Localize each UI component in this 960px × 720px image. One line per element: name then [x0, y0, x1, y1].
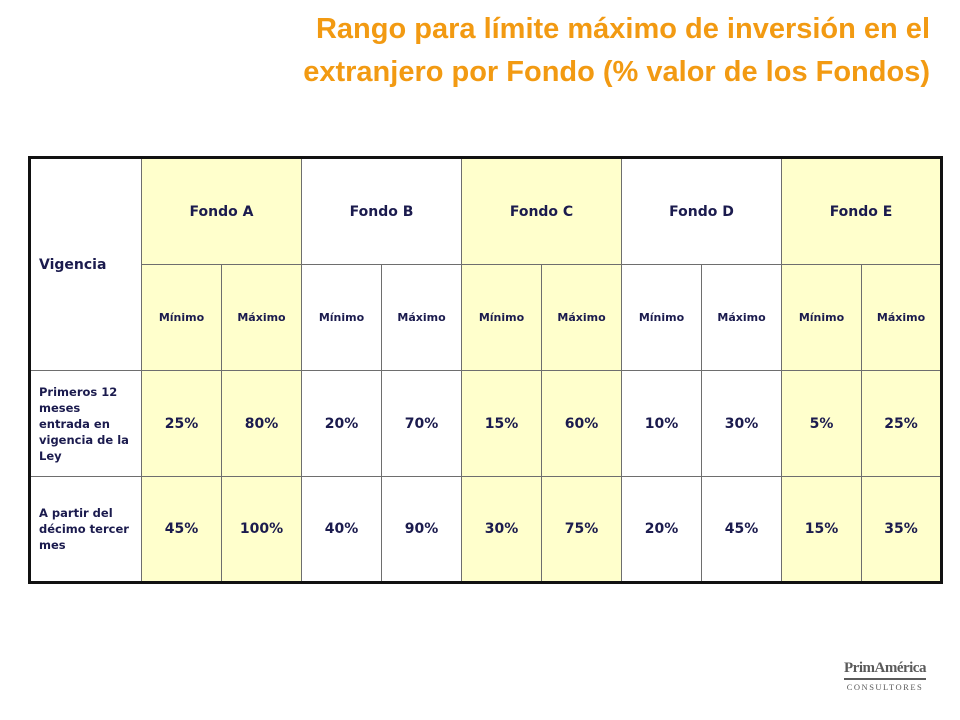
fund-c-max-header: Máximo: [541, 264, 623, 371]
fund-b-max-header: Máximo: [380, 264, 463, 371]
fund-c-min-header: Mínimo: [461, 264, 543, 371]
header-row-min-max: Mínimo Máximo Mínimo Máximo Mínimo Máxim…: [30, 264, 943, 371]
fund-e-max-header: Máximo: [861, 264, 943, 371]
fund-d-min-value: 10%: [621, 370, 703, 477]
fund-e-min-value: 5%: [781, 370, 863, 477]
fund-d-max-header: Máximo: [701, 264, 783, 371]
fund-e-max-value: 35%: [861, 476, 943, 583]
fund-b-min-value: 40%: [301, 476, 382, 583]
fund-c-min-value: 15%: [461, 370, 543, 477]
fund-c-max-value: 60%: [541, 370, 623, 477]
logo-subtitle: CONSULTORES: [846, 682, 924, 692]
fund-a-min-header: Mínimo: [141, 264, 222, 371]
fund-a-max-value: 100%: [221, 476, 302, 583]
fund-a-max-header: Máximo: [221, 264, 302, 371]
logo-name: PrimAmérica: [844, 660, 926, 676]
title-line-2: extranjero por Fondo (% valor de los Fon…: [303, 56, 930, 88]
fund-a-min-value: 45%: [141, 476, 222, 583]
primamerica-logo: PrimAmérica CONSULTORES: [844, 660, 926, 692]
page-title: Rango para límite máximo de inversión en…: [210, 8, 930, 94]
vigencia-header: Vigencia: [29, 157, 142, 371]
fund-c-min-value: 30%: [461, 476, 543, 583]
fund-header-c: Fondo C: [461, 157, 623, 265]
fund-header-b: Fondo B: [300, 157, 463, 265]
table-row: Primeros 12 meses entrada en vigencia de…: [29, 370, 943, 477]
fund-b-min-value: 20%: [301, 370, 382, 477]
fund-header-d: Fondo D: [621, 157, 783, 265]
fund-e-min-header: Mínimo: [781, 264, 863, 371]
table-row: A partir del décimo tercer mes 45% 100% …: [29, 476, 943, 583]
fund-d-max-value: 30%: [701, 370, 783, 477]
fund-header-a: Fondo A: [141, 157, 302, 265]
fund-e-max-value: 25%: [861, 370, 943, 477]
fund-d-max-value: 45%: [701, 476, 783, 583]
fund-d-min-value: 20%: [621, 476, 703, 583]
investment-limits-table: Vigencia Fondo A Fondo B Fondo C Fondo D…: [28, 156, 944, 584]
row-label: Primeros 12 meses entrada en vigencia de…: [29, 370, 142, 477]
fund-a-max-value: 80%: [221, 370, 302, 477]
fund-b-max-value: 70%: [380, 370, 463, 477]
fund-a-min-value: 25%: [141, 370, 222, 477]
fund-c-max-value: 75%: [541, 476, 623, 583]
title-line-1: Rango para límite máximo de inversión en…: [315, 13, 930, 45]
fund-d-min-header: Mínimo: [621, 264, 703, 371]
logo-divider: [844, 678, 926, 680]
row-label: A partir del décimo tercer mes: [29, 476, 142, 583]
fund-header-e: Fondo E: [781, 157, 943, 265]
header-row-funds: Vigencia Fondo A Fondo B Fondo C Fondo D…: [29, 157, 943, 371]
fund-e-min-value: 15%: [781, 476, 863, 583]
fund-b-max-value: 90%: [380, 476, 463, 583]
fund-b-min-header: Mínimo: [301, 264, 382, 371]
